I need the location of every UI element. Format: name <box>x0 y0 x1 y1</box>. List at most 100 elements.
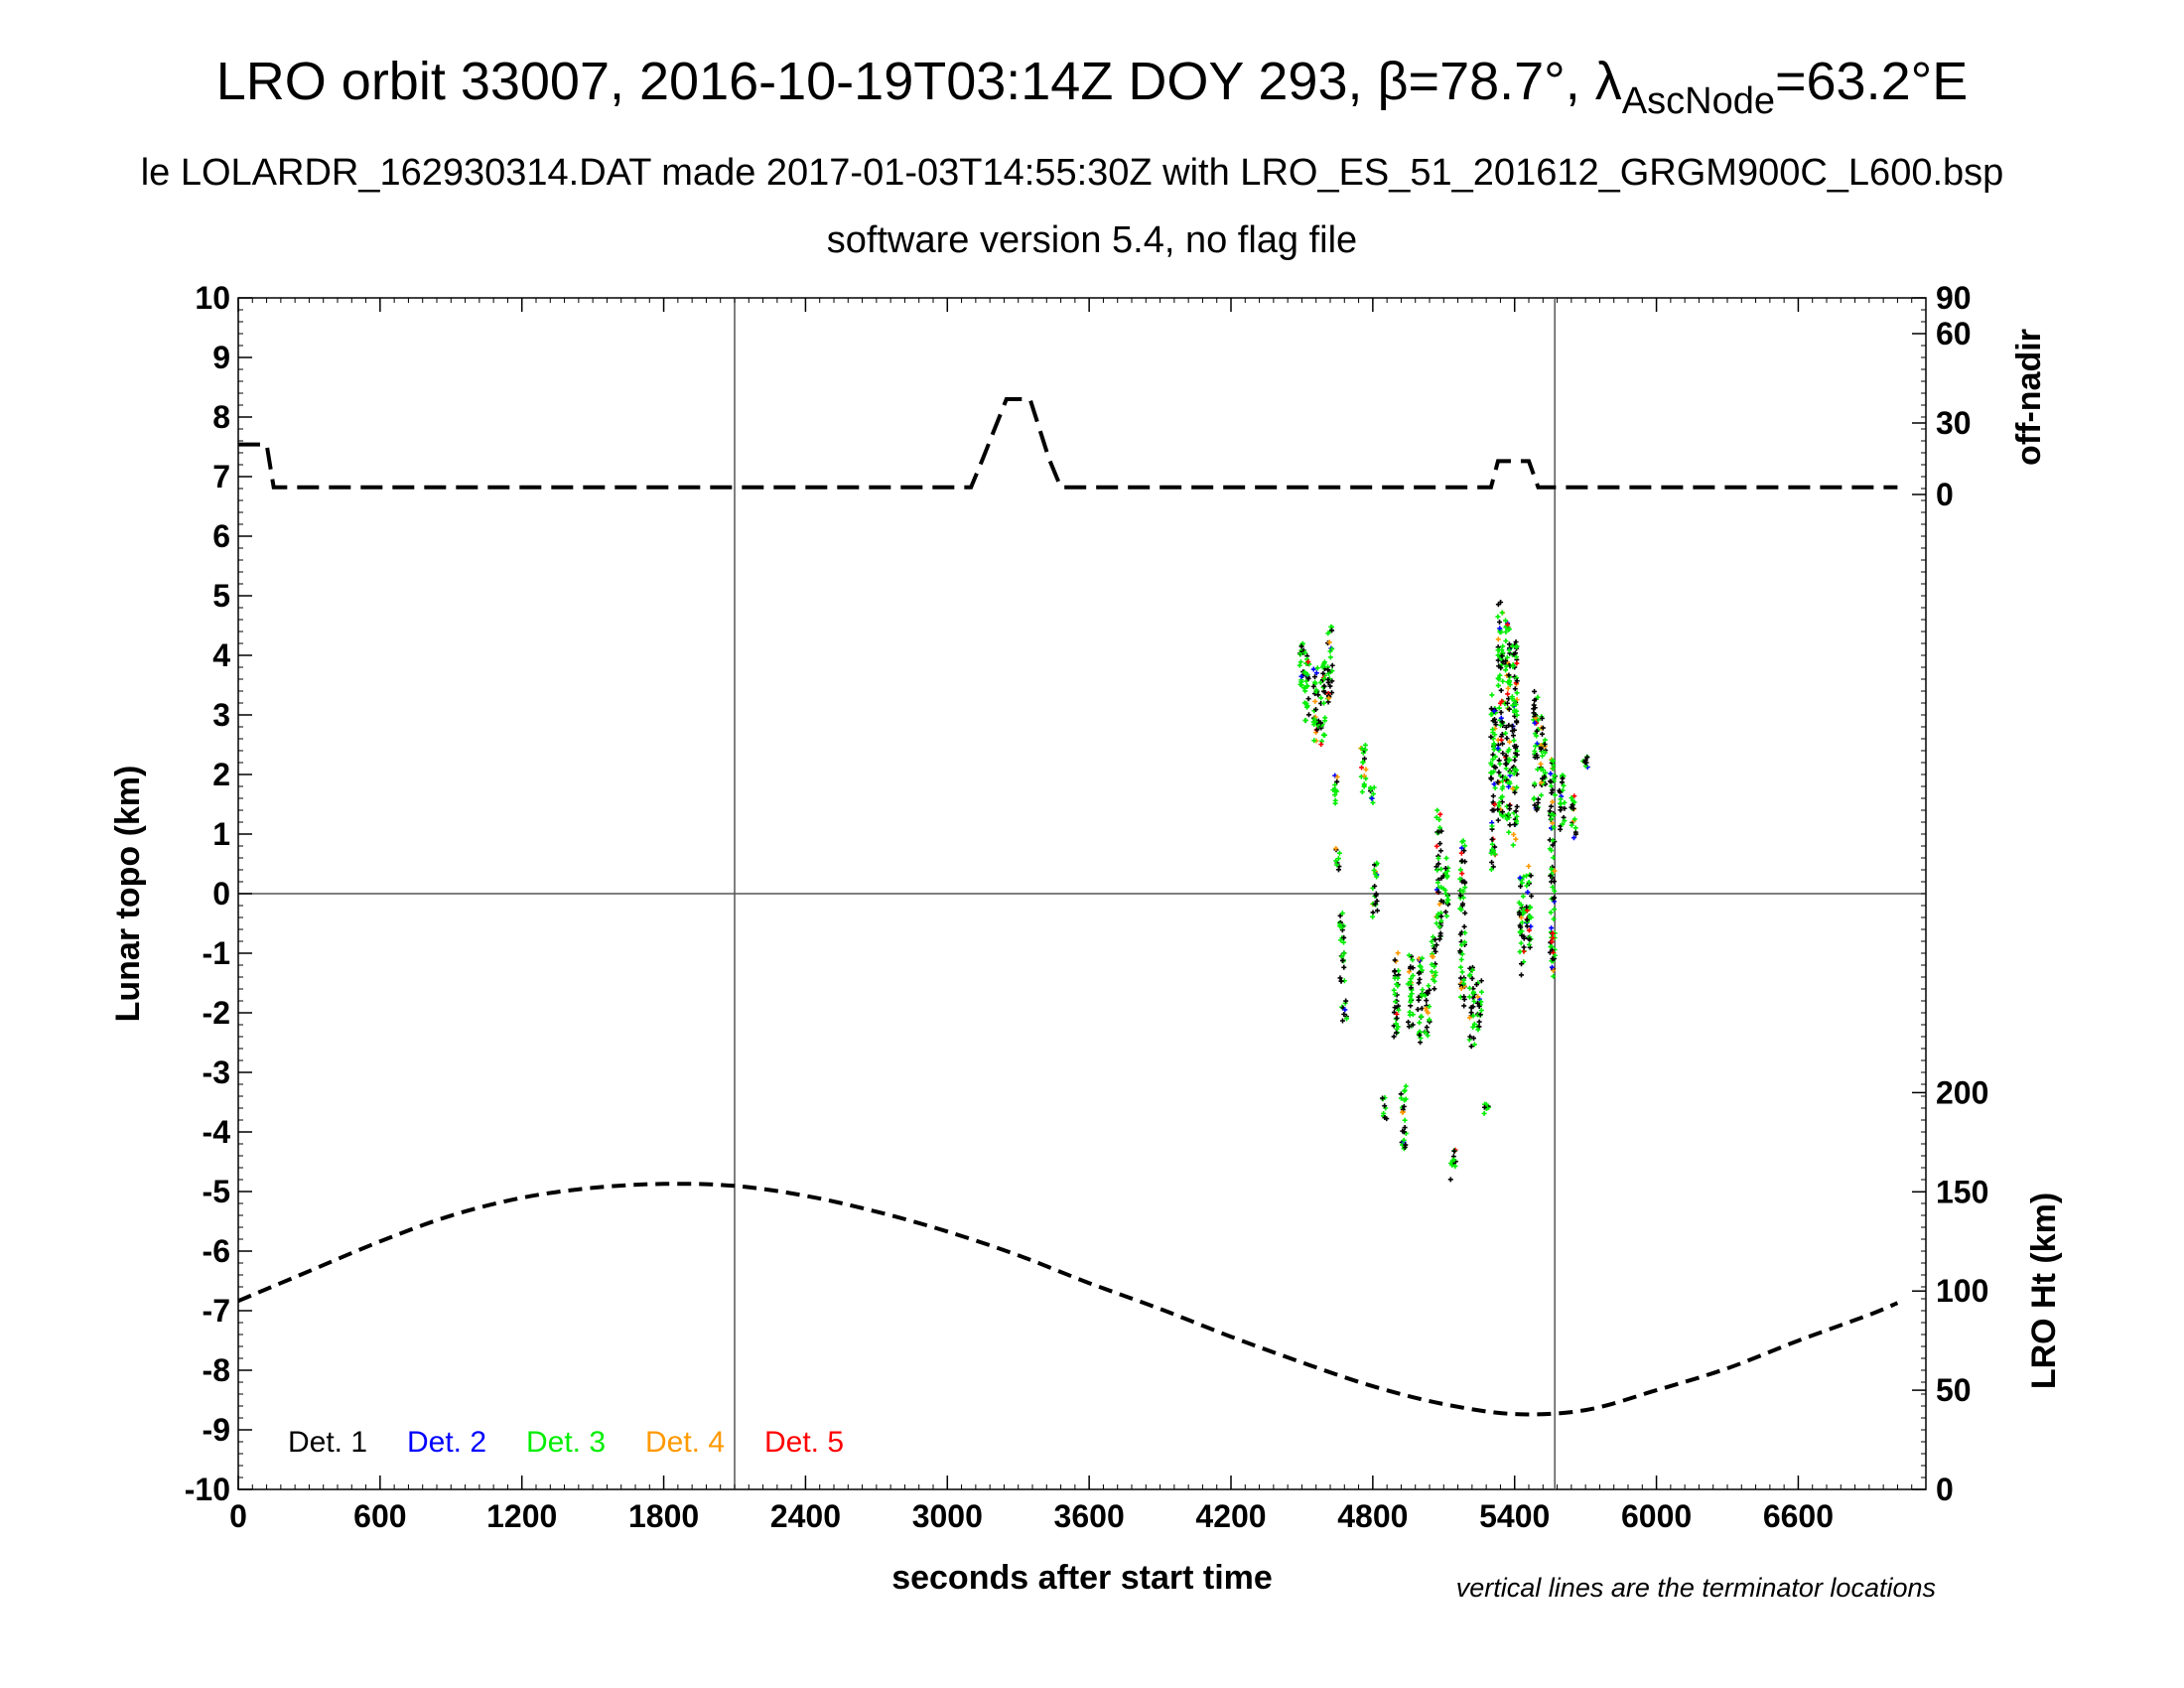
topo-point <box>1457 906 1463 912</box>
topo-point <box>1436 902 1442 908</box>
y-tick-label: 8 <box>212 399 230 435</box>
topo-point <box>1504 803 1510 809</box>
topo-point <box>1514 643 1520 649</box>
topo-point <box>1434 880 1440 886</box>
topo-point <box>1424 1025 1430 1031</box>
topo-point <box>1342 1007 1348 1013</box>
topo-point <box>1402 1097 1408 1103</box>
topo-point <box>1429 953 1434 959</box>
topo-point <box>1503 637 1509 643</box>
topo-point <box>1438 828 1444 834</box>
topo-point <box>1499 719 1505 725</box>
topo-point <box>1495 675 1501 681</box>
topo-point <box>1547 808 1553 814</box>
topo-point <box>1500 783 1506 789</box>
topo-point <box>1489 770 1495 775</box>
topo-point <box>1410 973 1416 979</box>
topo-point <box>1417 1020 1423 1026</box>
topo-point <box>1362 742 1368 748</box>
topo-point <box>1305 712 1311 718</box>
topo-point <box>1362 756 1368 762</box>
topo-point <box>1539 716 1545 722</box>
topo-point <box>1339 1018 1345 1024</box>
topo-point <box>1336 850 1342 856</box>
topo-point <box>1519 932 1525 938</box>
topo-point <box>1517 949 1523 955</box>
topo-point <box>1551 824 1557 830</box>
topo-point <box>1432 978 1437 984</box>
topo-point <box>1551 778 1557 784</box>
topo-point <box>1391 1034 1397 1040</box>
topo-point <box>1518 972 1524 978</box>
topo-point <box>1502 774 1508 780</box>
topo-point <box>1582 758 1588 764</box>
topo-point <box>1410 957 1416 963</box>
x-tick-label: 0 <box>229 1498 247 1534</box>
topo-point <box>1503 724 1509 730</box>
topo-point <box>1488 706 1494 712</box>
topo-point <box>1526 863 1532 869</box>
topo-point <box>1417 963 1423 969</box>
topo-point <box>1317 679 1323 685</box>
topo-point <box>1560 821 1566 827</box>
topo-point <box>1470 1013 1476 1019</box>
topo-point <box>1571 799 1577 805</box>
topo-point <box>1549 947 1555 953</box>
topo-point <box>1489 841 1495 847</box>
topo-point <box>1312 674 1318 680</box>
topo-point <box>1475 994 1481 1000</box>
series-layer <box>237 397 1899 1417</box>
topo-point <box>1506 829 1512 835</box>
topo-point <box>1447 1177 1453 1183</box>
topo-point <box>1489 823 1495 829</box>
topo-point <box>1312 719 1318 725</box>
topo-point <box>1427 1017 1433 1023</box>
topo-point <box>1311 716 1317 722</box>
topo-point <box>1571 793 1577 799</box>
topo-point <box>1318 742 1324 748</box>
topo-point <box>1535 805 1541 811</box>
topo-point <box>1436 936 1442 942</box>
topo-point <box>1384 1116 1390 1122</box>
chart-subtitle-version: software version 5.4, no flag file <box>827 219 1357 261</box>
topo-point <box>1505 691 1511 697</box>
topo-point <box>1509 694 1515 700</box>
topo-point <box>1512 743 1518 749</box>
topo-point <box>1468 1044 1474 1050</box>
topo-point <box>1363 775 1369 781</box>
topo-point <box>1304 683 1310 689</box>
topo-point <box>1558 801 1564 807</box>
topo-point <box>1510 662 1516 668</box>
topo-point <box>1495 806 1501 812</box>
topo-point <box>1535 800 1541 806</box>
topo-point <box>1548 783 1554 789</box>
topo-point <box>1372 902 1378 908</box>
topo-point <box>1505 779 1511 785</box>
topo-point <box>1394 1015 1400 1021</box>
topo-point <box>1550 838 1556 844</box>
topo-point <box>1442 909 1448 914</box>
topo-point <box>1571 816 1577 822</box>
y-tick-label: 1 <box>212 816 230 852</box>
topo-point <box>1498 715 1504 721</box>
y-tick-label: 7 <box>212 459 230 494</box>
topo-point <box>1360 759 1366 765</box>
topo-point <box>1459 871 1465 877</box>
topo-point <box>1490 848 1496 854</box>
topo-point <box>1526 927 1532 933</box>
topo-point <box>1429 961 1434 967</box>
topo-point <box>1458 986 1464 992</box>
topo-point <box>1374 908 1380 914</box>
x-tick-label: 600 <box>353 1498 406 1534</box>
x-tick-label: 4200 <box>1195 1498 1266 1534</box>
topo-point <box>1506 783 1512 789</box>
topo-point <box>1329 646 1335 652</box>
topo-point <box>1458 850 1464 856</box>
topo-point <box>1435 861 1441 867</box>
topo-point <box>1499 610 1505 616</box>
x-tick-label: 6600 <box>1763 1498 1834 1534</box>
topo-point <box>1457 948 1463 954</box>
topo-point <box>1543 770 1549 775</box>
topo-point <box>1311 722 1317 728</box>
topo-point <box>1369 795 1375 801</box>
